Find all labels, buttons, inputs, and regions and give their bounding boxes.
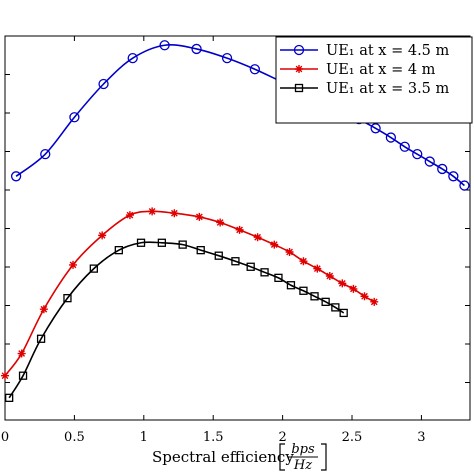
data-point: [69, 260, 78, 269]
data-point: [349, 284, 358, 293]
data-point: [260, 268, 269, 277]
x-axis-unit-denominator: Hz: [293, 458, 312, 473]
data-point: [196, 246, 205, 255]
data-point: [36, 334, 46, 343]
data-point: [274, 273, 283, 282]
data-point: [339, 308, 348, 318]
data-point: [170, 209, 179, 218]
data-point: [178, 240, 187, 249]
data-point: [412, 149, 423, 160]
data-point: [39, 305, 48, 314]
data-point: [10, 171, 22, 182]
data-point: [114, 246, 123, 255]
data-point: [1, 371, 9, 380]
data-point: [299, 286, 308, 295]
data-point: [235, 225, 244, 234]
x-axis-label: Spectral efficiency: [152, 448, 294, 466]
data-point: [136, 238, 146, 247]
data-point: [370, 297, 379, 306]
data-point: [424, 156, 435, 167]
data-point: [69, 112, 80, 123]
data-point: [331, 303, 340, 312]
data-point: [214, 251, 223, 260]
data-point: [338, 279, 347, 288]
legend: UE₁ at x = 4.5 m UE₁ at x = 4 m UE₁ at x =…: [275, 36, 473, 124]
legend-label: UE₁ at x = 4 m: [326, 62, 436, 78]
x-axis-ticks: 0 0.5 1 1.5 2 2.5 3: [1, 36, 426, 445]
data-point: [294, 83, 304, 93]
data-point: [285, 248, 294, 256]
data-point: [125, 211, 134, 220]
data-point: [17, 349, 26, 358]
x-tick-label: 0.5: [64, 430, 85, 445]
legend-item: UE₁ at x = 4 m: [280, 62, 436, 78]
data-point: [40, 149, 51, 160]
data-point: [18, 371, 28, 380]
data-point: [253, 233, 262, 242]
data-point: [127, 53, 138, 64]
x-tick-label: 0: [1, 430, 9, 445]
data-point: [249, 64, 261, 75]
series-2: [1, 207, 379, 380]
x-axis-unit-numerator: bps: [291, 442, 315, 457]
data-point: [310, 292, 319, 301]
data-point: [191, 43, 202, 55]
x-tick-label: 1.5: [203, 430, 224, 445]
data-point: [216, 218, 225, 227]
data-point: [286, 281, 296, 290]
data-point: [321, 297, 330, 306]
data-point: [270, 240, 279, 249]
data-point: [325, 272, 334, 280]
legend-label: UE₁ at x = 4.5 m: [326, 43, 450, 59]
data-point: [295, 65, 303, 73]
data-point: [98, 231, 107, 240]
data-point: [299, 257, 308, 266]
data-point: [385, 132, 397, 143]
legend-label: UE₁ at x = 3.5 m: [326, 81, 450, 97]
x-axis-unit-left-bracket: [279, 443, 285, 471]
data-point: [157, 238, 167, 247]
data-point: [313, 264, 322, 273]
data-point: [437, 163, 448, 175]
x-tick-label: 1: [140, 430, 148, 445]
data-point: [195, 212, 204, 221]
data-point: [360, 292, 369, 301]
data-point: [231, 257, 240, 266]
data-point: [89, 264, 98, 273]
data-point: [246, 262, 255, 271]
data-point: [5, 393, 14, 402]
data-point: [221, 53, 233, 64]
series-line: [4, 210, 375, 377]
x-axis-unit-right-bracket: [321, 443, 327, 471]
data-point: [293, 44, 305, 56]
data-point: [159, 40, 170, 51]
data-point: [98, 78, 109, 90]
legend-item: UE₁ at x = 4.5 m: [280, 43, 450, 59]
data-point: [399, 141, 410, 152]
data-point: [448, 171, 459, 182]
legend-box: [275, 36, 473, 124]
x-tick-label: 3: [417, 430, 425, 445]
data-point: [370, 123, 381, 134]
x-axis-title: Spectral efficiency bps Hz: [152, 442, 327, 473]
legend-item: UE₁ at x = 3.5 m: [280, 81, 450, 97]
data-point: [459, 180, 470, 191]
data-point: [148, 207, 157, 216]
x-tick-label: 2.5: [342, 430, 363, 445]
data-point: [63, 294, 72, 303]
series-line: [8, 241, 345, 399]
series-3: [5, 238, 348, 402]
x-tick-label: 2: [278, 430, 286, 445]
